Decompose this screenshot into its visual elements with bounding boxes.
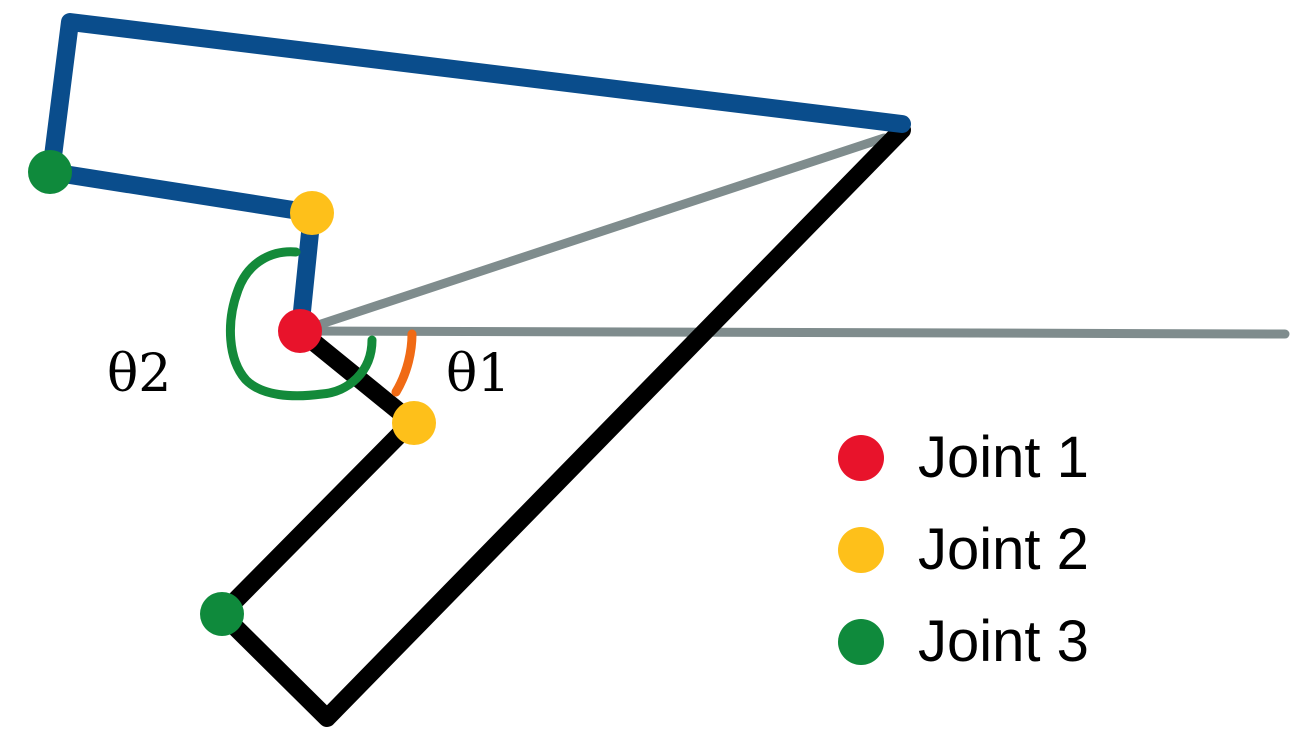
joint3-marker-blue-pose [28,150,72,194]
legend-swatch-joint3 [838,619,884,665]
legend-label-joint1: Joint 1 [918,425,1089,490]
horizontal-reference-line [295,326,1290,339]
legend-swatch-joint1 [838,435,884,481]
legend-label-joint2: Joint 2 [918,517,1089,582]
end-effector-reference-line [295,133,889,336]
legend-swatch-joint2 [838,527,884,573]
theta1-label: θ1 [446,344,510,404]
joint3-marker-black-pose [200,592,244,636]
joint-legend: Joint 1 Joint 2 Joint 3 [838,412,1158,688]
legend-item-joint3: Joint 3 [838,596,1158,688]
joint2-marker-black-pose [392,401,436,445]
theta2-angle-arc [225,247,377,401]
legend-item-joint2: Joint 2 [838,504,1158,596]
theta2-label: θ2 [107,344,171,404]
joint2-marker-blue-pose [290,191,334,235]
theta1-angle-arc [391,329,417,397]
joint1-marker [278,309,322,353]
legend-item-joint1: Joint 1 [838,412,1158,504]
legend-label-joint3: Joint 3 [918,609,1089,674]
